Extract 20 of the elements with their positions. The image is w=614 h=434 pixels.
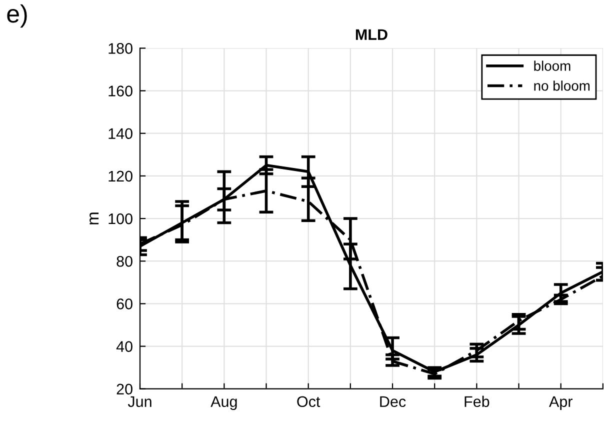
y-tick-label: 80 (116, 256, 132, 267)
legend-label: bloom (534, 60, 570, 71)
y-tick-label: 120 (108, 170, 132, 182)
y-tick-label: 140 (108, 128, 132, 140)
x-tick-label: Oct (297, 396, 320, 408)
x-tick-label: Apr (549, 396, 572, 410)
y-tick-label: 20 (116, 384, 132, 395)
y-tick-label: 100 (108, 213, 132, 224)
y-axis-title: m (90, 212, 99, 224)
chart-title: MLD (356, 29, 388, 40)
x-tick-label: Jun (128, 396, 152, 408)
y-tick-label: 60 (116, 298, 132, 310)
y-tick-label: 180 (108, 43, 132, 54)
legend-label: no bloom (534, 80, 590, 91)
x-tick-label: Feb (464, 396, 490, 408)
x-tick-label: Dec (380, 396, 406, 408)
text: e) (7, 4, 27, 28)
y-tick-label: 40 (116, 341, 132, 352)
x-tick-label: Aug (210, 396, 237, 410)
y-tick-label: 160 (108, 86, 132, 96)
